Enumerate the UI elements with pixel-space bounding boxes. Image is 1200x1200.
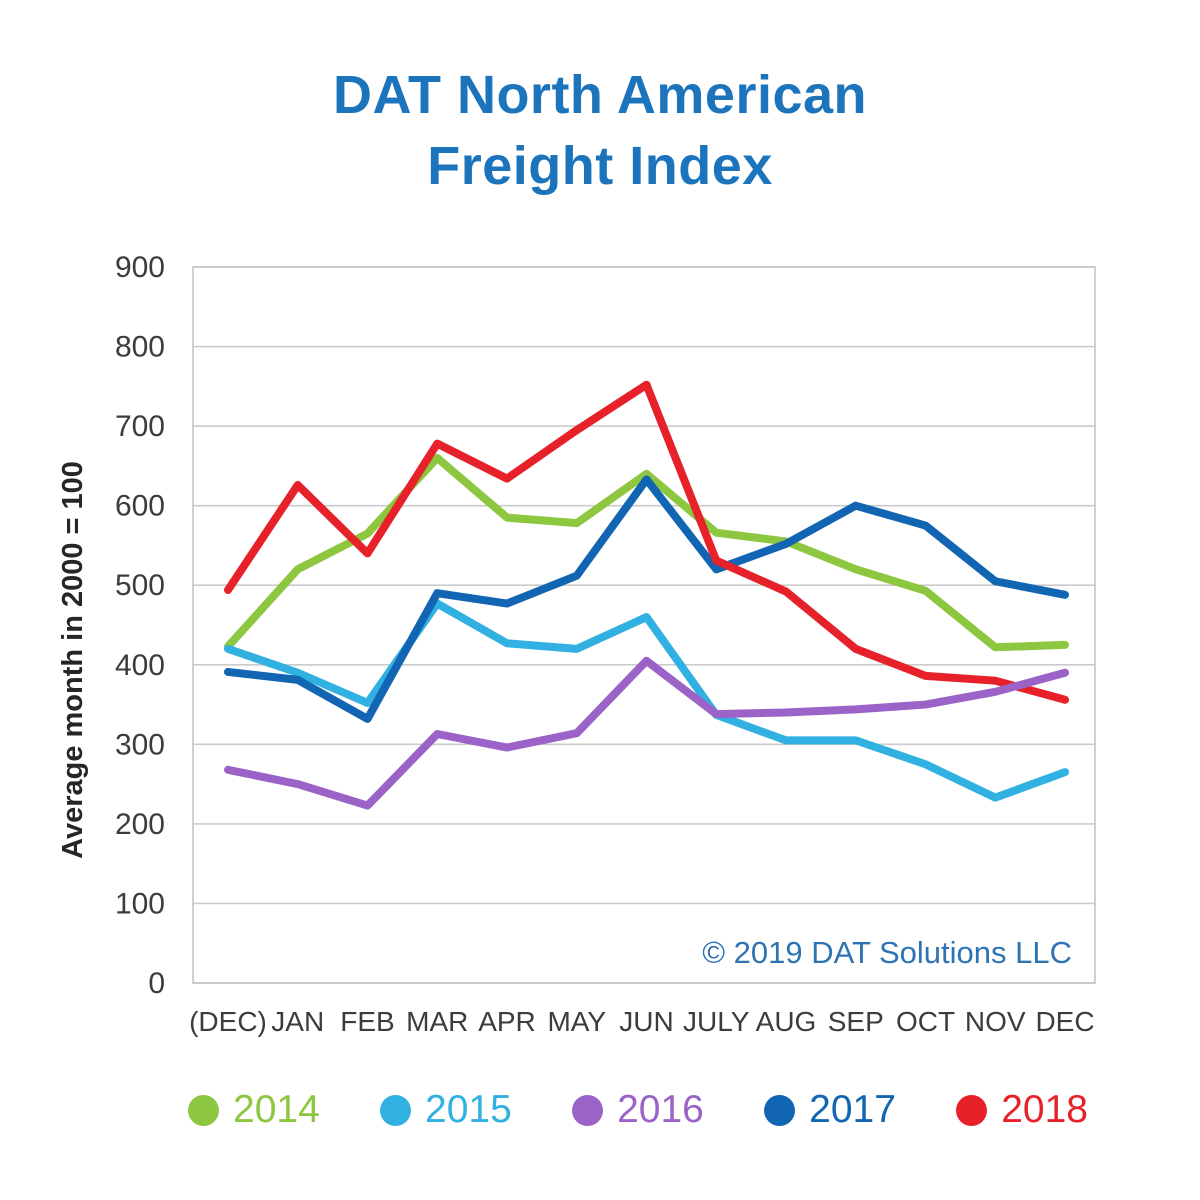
x-tick-label: APR [478,1006,536,1037]
x-tick-label: AUG [756,1006,817,1037]
legend-label-2015: 2015 [425,1088,512,1131]
legend-dot-2018 [956,1094,988,1126]
y-tick-label: 500 [115,569,165,602]
series-line-2016 [224,656,1069,810]
x-tick-label: JULY [683,1006,750,1037]
series-line-2018 [224,380,1069,704]
x-tick-label: SEP [828,1006,884,1037]
legend-item-2015: 2015 [380,1088,512,1132]
x-tick-label: JUN [619,1006,673,1037]
legend-label-2014: 2014 [233,1088,320,1131]
legend-dot-2014 [188,1094,219,1126]
series-line-2015 [224,599,1069,802]
legend-dot-2017 [764,1094,796,1126]
chart-title: DAT North American Freight Index [0,60,1200,203]
y-tick-label: 0 [148,967,165,1000]
plot-border [192,266,1096,984]
legend-item-2017: 2017 [764,1088,896,1132]
y-tick-label: 400 [115,649,165,682]
legend-item-2018: 2018 [956,1088,1088,1132]
y-tick-label: 600 [115,490,165,523]
x-tick-label: (DEC) [189,1006,267,1037]
chart-title-line2: Freight Index [427,136,773,197]
series-line-2014 [224,453,1069,652]
line-chart-plot: 0 100 200 300 400 500 600 700 800 900 (DEC) JAN FEB M… [57,251,1096,1037]
legend-label-2018: 2018 [1001,1088,1088,1131]
y-tick-label: 300 [115,728,165,761]
y-tick-label: 900 [115,251,165,284]
chart-legend: 2014 2015 2016 2017 2018 [188,1088,1088,1132]
y-tick-label: 800 [115,331,165,364]
chart-title-line1: DAT North American [332,65,868,125]
y-tick-label: 700 [115,410,165,443]
x-tick-label: OCT [896,1006,955,1037]
legend-item-2014: 2014 [188,1088,320,1132]
series-line-2017 [224,475,1069,723]
legend-dot-2015 [380,1094,412,1126]
x-tick-label: JAN [271,1006,324,1037]
legend-item-2016: 2016 [572,1088,704,1132]
y-tick-label: 200 [115,808,165,841]
copyright-text: © 2019 DAT Solutions LLC [702,935,1072,970]
legend-dot-2016 [572,1094,604,1126]
y-axis-title: Average month in 2000 = 100 [57,461,89,859]
x-tick-label: NOV [965,1006,1026,1037]
y-tick-label: 100 [115,887,165,920]
legend-label-2017: 2017 [809,1088,896,1131]
x-tick-label: MAY [547,1006,606,1037]
x-tick-label: MAR [406,1006,468,1037]
legend-label-2016: 2016 [617,1088,704,1131]
x-tick-label: FEB [340,1006,394,1037]
x-tick-label: DEC [1035,1006,1094,1037]
